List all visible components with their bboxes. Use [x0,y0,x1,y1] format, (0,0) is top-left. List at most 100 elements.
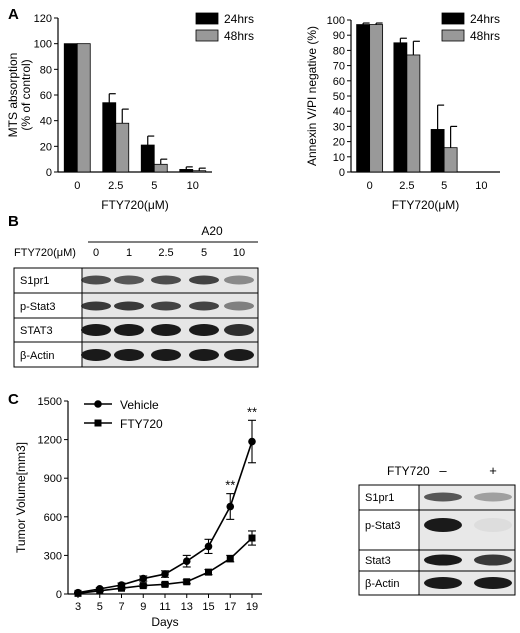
legend-label: 48hrs [470,29,500,43]
y-tick-label: 120 [34,13,52,25]
blot-c: FTY720– + S1pr1 p-Stat3 Stat3 β-Actin [358,463,516,596]
bar [356,24,371,173]
point-marker [205,568,212,576]
y-tick-label: 30 [333,121,345,133]
blot-band [224,349,254,361]
y-axis-label: (% of control) [19,59,33,130]
y-tick-label: 10 [333,152,345,164]
treatment-label: FTY720 [387,464,430,478]
blot-band [114,275,144,285]
point-marker [139,582,147,590]
blot-band [189,349,219,361]
y-tick-label: 20 [40,141,52,153]
point-marker [96,587,104,595]
bar [76,43,91,173]
blot-label-box [13,341,83,368]
significance-mark: ** [247,404,257,419]
significance-mark: ** [225,478,235,493]
y-tick-label: 900 [44,473,62,485]
blot-band [189,301,219,311]
blot-band [114,324,144,336]
point-marker [226,555,234,563]
bar [179,169,194,173]
x-axis-label: FTY720(μM) [101,198,169,212]
y-tick-label: 100 [327,15,345,27]
blot-band [151,275,181,285]
y-tick-label: 60 [40,90,52,102]
legend-swatch [441,29,465,42]
blot-band [189,324,219,336]
mts-chart: 0 20 40 60 80 100 120 0 2.5 5 10 24hrs 48hrs FTY720(μ… [6,12,254,212]
legend-marker [94,400,102,408]
y-tick-label: 70 [333,61,345,73]
point-marker [74,589,82,597]
x-tick-label: 17 [224,601,236,613]
cell-line-label: A20 [201,224,223,238]
y-tick-label: 600 [44,512,62,524]
blot-band [114,349,144,361]
legend-label: 24hrs [470,12,500,26]
point-marker [226,502,235,511]
blot-band [81,324,111,336]
blot-label-box [358,484,420,511]
x-tick-label: 9 [140,601,146,613]
x-tick-label: 3 [75,601,81,613]
blot-band [81,301,111,311]
blot-row-label: STAT3 [20,325,53,337]
y-tick-label: 300 [44,550,62,562]
treatment-label: FTY720(μM) [14,247,76,259]
blot-row-label: Stat3 [365,555,391,567]
y-tick-label: 0 [339,167,345,179]
legend-label: 48hrs [224,29,254,43]
y-tick-label: 60 [333,76,345,88]
x-tick-label: 10 [187,180,199,192]
blot-label-box [13,292,83,319]
bar [430,129,445,173]
x-tick-label: 0 [74,180,80,192]
blot-band [151,324,181,336]
point-marker [161,580,169,588]
dose-label: 10 [233,247,245,259]
dose-label: 0 [93,247,99,259]
blot-band [114,301,144,311]
blot-band [474,518,512,532]
bar [140,144,155,173]
x-tick-label: 5 [151,180,157,192]
blot-band [224,301,254,311]
blot-band [424,518,462,532]
blot-band [151,301,181,311]
blot-b: A20 FTY720(μM) 0 1 2.5 5 10 S1pr1 p-Stat3 STAT3 β-… [13,224,259,368]
blot-row-label: p-Stat3 [20,301,55,313]
bar [443,147,458,173]
bar [192,170,207,173]
point-marker [183,578,191,586]
bar [406,54,421,173]
x-tick-label: 11 [159,601,170,613]
x-tick-label: 2.5 [108,180,123,192]
condition-label: + [489,463,497,478]
bar [153,163,168,173]
legend-label: Vehicle [120,398,159,412]
panel-label-a: A [8,6,19,23]
legend-marker [94,419,102,427]
blot-band [424,492,462,502]
blot-band [151,349,181,361]
blot-band [224,324,254,336]
x-tick-label: 2.5 [399,180,414,192]
blot-row-label: S1pr1 [365,492,394,504]
x-axis-label: Days [151,615,178,629]
y-tick-label: 0 [46,167,52,179]
blot-band [81,349,111,361]
blot-band [224,275,254,285]
y-tick-label: 1200 [38,435,62,447]
legend-label: 24hrs [224,12,254,26]
blot-row-label: β-Actin [365,578,399,590]
y-tick-label: 1500 [38,396,62,408]
annexin-chart: 0 10 20 30 40 50 60 70 80 90 100 0 2.5 5 10 24hrs 48hrs F… [305,12,500,212]
y-tick-label: 50 [333,91,345,103]
y-tick-label: 80 [40,64,52,76]
point-marker [182,557,191,565]
series-line [77,441,253,594]
tumor-chart: 0 300 600 900 1200 1500 3 5 7 9 11 13 15 17 19 ** ** Vehi… [14,396,262,629]
point-marker [204,542,213,551]
